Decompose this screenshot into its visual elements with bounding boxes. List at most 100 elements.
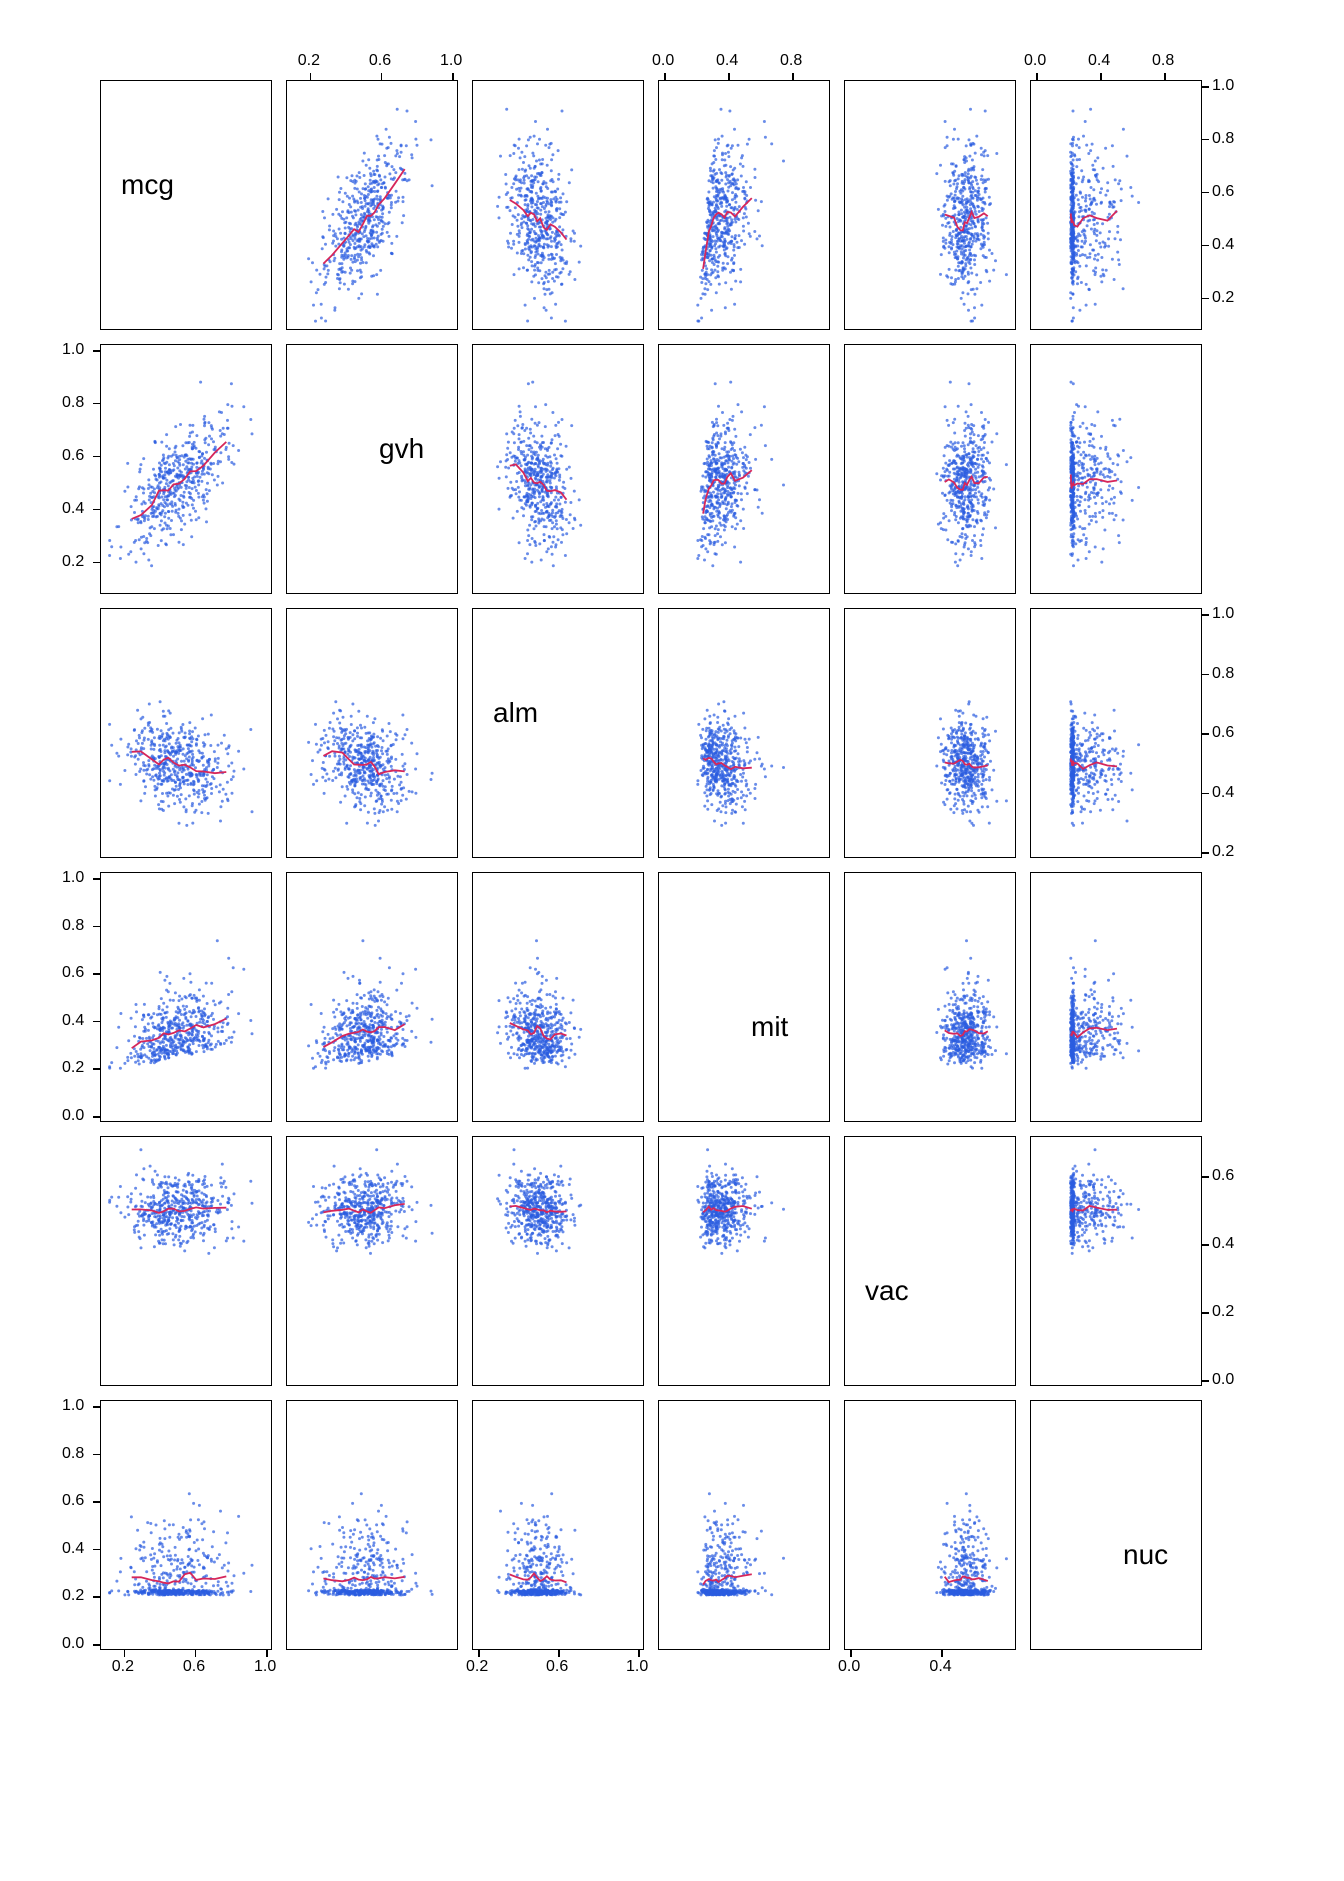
axis-tick [1202, 298, 1209, 300]
axis-tick [664, 73, 666, 80]
axis-label: 1.0 [440, 52, 462, 70]
axis-label: 0.8 [62, 1445, 84, 1463]
scatter-svg [845, 81, 1017, 331]
axis-label: 1.0 [1212, 77, 1234, 95]
scatter-svg [1031, 873, 1203, 1123]
axis-label: 0.6 [62, 447, 84, 465]
axis-tick [452, 73, 454, 80]
axis-tick [792, 73, 794, 80]
scatter-cell-mit-vs-gvh [286, 872, 458, 1122]
diag-cell-nuc: nuc [1030, 1400, 1202, 1650]
scatter-cell-mcg-vs-mit [658, 80, 830, 330]
axis-tick [1202, 245, 1209, 247]
axis-label: 0.4 [1088, 52, 1110, 70]
scatter-cell-nuc-vs-alm [472, 1400, 644, 1650]
scatter-svg [101, 1401, 273, 1651]
axis-label: 0.4 [929, 1658, 951, 1676]
scatter-cell-mit-vs-nuc [1030, 872, 1202, 1122]
axis-tick [638, 1650, 640, 1657]
axis-label: 0.4 [1212, 784, 1234, 802]
axis-tick [93, 509, 100, 511]
scatter-cell-gvh-vs-nuc [1030, 344, 1202, 594]
axis-label: 1.0 [1212, 605, 1234, 623]
axis-tick [558, 1650, 560, 1657]
axis-tick [1036, 73, 1038, 80]
scatter-cell-vac-vs-mcg [100, 1136, 272, 1386]
scatter-svg [287, 873, 459, 1123]
axis-label: 0.4 [716, 52, 738, 70]
axis-label: 1.0 [626, 1658, 648, 1676]
axis-label: 1.0 [62, 869, 84, 887]
scatter-svg [845, 1401, 1017, 1651]
axis-label: 0.2 [1212, 289, 1234, 307]
axis-label: 1.0 [254, 1658, 276, 1676]
scatter-svg [473, 1401, 645, 1651]
scatter-cell-gvh-vs-mcg [100, 344, 272, 594]
axis-label: 0.0 [62, 1635, 84, 1653]
axis-label: 0.4 [62, 1012, 84, 1030]
axis-label: 0.6 [1212, 724, 1234, 742]
axis-label: 0.4 [1212, 1235, 1234, 1253]
axis-label: 0.8 [62, 394, 84, 412]
axis-tick [93, 1549, 100, 1551]
scatter-svg [659, 609, 831, 859]
axis-label: 0.2 [1212, 1303, 1234, 1321]
diag-cell-alm: alm [472, 608, 644, 858]
axis-label: 0.6 [1212, 183, 1234, 201]
axis-tick [124, 1650, 126, 1657]
scatter-cell-mit-vs-alm [472, 872, 644, 1122]
axis-tick [1202, 1380, 1209, 1382]
variable-label-nuc: nuc [1123, 1539, 1168, 1571]
axis-label: 0.0 [838, 1658, 860, 1676]
scatter-cell-nuc-vs-gvh [286, 1400, 458, 1650]
axis-label: 0.0 [1212, 1371, 1234, 1389]
axis-tick [93, 1644, 100, 1646]
axis-tick [93, 403, 100, 405]
axis-tick [1202, 192, 1209, 194]
scatter-cell-nuc-vs-mit [658, 1400, 830, 1650]
axis-tick [941, 1650, 943, 1657]
axis-label: 1.0 [62, 1397, 84, 1415]
scatter-svg [101, 1137, 273, 1387]
pairs-plot-matrix: mcggvhalmmitvacnuc0.20.61.00.00.40.80.00… [100, 80, 1202, 1650]
scatter-svg [101, 609, 273, 859]
diag-cell-mcg: mcg [100, 80, 272, 330]
axis-label: 0.6 [369, 52, 391, 70]
scatter-cell-nuc-vs-vac [844, 1400, 1016, 1650]
diag-cell-vac: vac [844, 1136, 1016, 1386]
axis-tick [93, 926, 100, 928]
axis-label: 0.2 [298, 52, 320, 70]
axis-tick [1202, 852, 1209, 854]
variable-label-mit: mit [751, 1011, 788, 1043]
scatter-svg [101, 345, 273, 595]
scatter-svg [473, 345, 645, 595]
axis-tick [1202, 86, 1209, 88]
axis-tick [850, 1650, 852, 1657]
axis-label: 0.2 [62, 1059, 84, 1077]
axis-tick [1100, 73, 1102, 80]
scatter-cell-mit-vs-mcg [100, 872, 272, 1122]
axis-label: 0.2 [112, 1658, 134, 1676]
axis-tick [93, 1021, 100, 1023]
axis-label: 0.4 [1212, 236, 1234, 254]
scatter-cell-mit-vs-vac [844, 872, 1016, 1122]
axis-label: 0.2 [1212, 843, 1234, 861]
axis-label: 0.6 [1212, 1167, 1234, 1185]
axis-tick [1202, 1244, 1209, 1246]
axis-label: 0.6 [183, 1658, 205, 1676]
axis-tick [93, 1406, 100, 1408]
axis-tick [93, 1596, 100, 1598]
scatter-svg [845, 609, 1017, 859]
axis-tick [93, 562, 100, 564]
scatter-svg [659, 1401, 831, 1651]
smooth-line [132, 442, 227, 519]
axis-tick [1202, 793, 1209, 795]
axis-tick [1202, 1312, 1209, 1314]
scatter-svg [1031, 1137, 1203, 1387]
axis-label: 1.0 [62, 341, 84, 359]
scatter-cell-mcg-vs-nuc [1030, 80, 1202, 330]
variable-label-alm: alm [493, 697, 538, 729]
axis-tick [195, 1650, 197, 1657]
scatter-cell-alm-vs-nuc [1030, 608, 1202, 858]
axis-tick [1202, 614, 1209, 616]
